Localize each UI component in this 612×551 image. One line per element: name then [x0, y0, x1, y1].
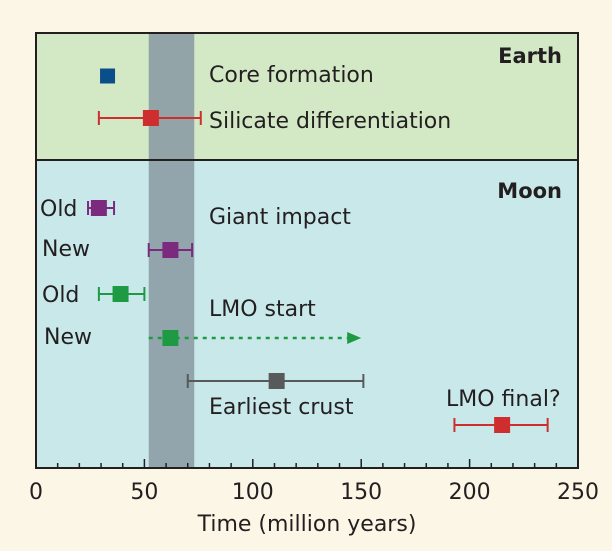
data-point-7 — [494, 417, 511, 433]
label-core-formation: Core formation — [209, 63, 374, 88]
label-lmo-final: LMO final? — [446, 387, 561, 412]
label-earliest-crust: Earliest crust — [209, 395, 354, 420]
tag-old-giant-impact: Old — [40, 197, 77, 222]
earth-panel-title: Earth — [498, 44, 562, 68]
label-lmo-start: LMO start — [209, 297, 316, 322]
tick-label-50: 50 — [130, 480, 158, 505]
tag-new-lmo-start: New — [44, 325, 92, 350]
data-point-5 — [162, 330, 179, 346]
data-marks — [87, 68, 549, 433]
plot-frame — [35, 32, 579, 469]
tick-label-150: 150 — [340, 480, 382, 505]
tag-new-giant-impact: New — [42, 237, 90, 262]
earth-panel — [36, 33, 578, 160]
moon-panel — [36, 160, 578, 468]
x-axis-ticks: 0 50 100 150 200 250 — [29, 459, 599, 505]
label-silicate-differentiation: Silicate differentiation — [209, 109, 451, 134]
data-point-2 — [90, 200, 107, 216]
tick-label-0: 0 — [29, 480, 43, 505]
data-point-1 — [142, 110, 159, 126]
label-giant-impact: Giant impact — [209, 205, 351, 230]
trend-arrow-head-5 — [347, 332, 362, 344]
data-point-0 — [100, 68, 116, 84]
tick-label-200: 200 — [449, 480, 491, 505]
tag-old-lmo-start: Old — [42, 283, 79, 308]
data-point-6 — [268, 373, 285, 389]
x-axis-label: Time (million years) — [197, 512, 417, 537]
moon-panel-title: Moon — [497, 179, 562, 203]
tick-label-100: 100 — [232, 480, 274, 505]
data-point-4 — [112, 286, 129, 302]
data-point-3 — [162, 242, 179, 258]
tick-label-250: 250 — [557, 480, 599, 505]
